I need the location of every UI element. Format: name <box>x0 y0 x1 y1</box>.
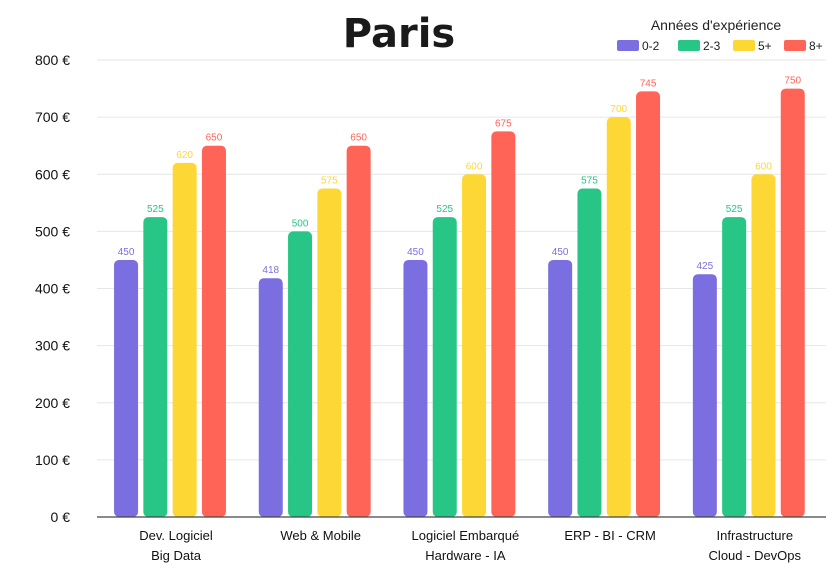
y-axis-tick-labels: 0 € 100 € 200 € 300 € 400 € 500 € 600 € 700 € 80… <box>35 52 70 525</box>
bar-8+-cat3 <box>636 91 661 517</box>
bar-5+-cat4 <box>751 174 776 517</box>
data-label: 745 <box>640 78 657 89</box>
bars <box>114 88 805 517</box>
data-label: 650 <box>350 133 367 144</box>
data-label: 525 <box>726 204 743 215</box>
x-tick-label: Cloud - DevOps <box>709 548 802 563</box>
bar-2-3-cat4 <box>722 217 747 517</box>
data-label: 450 <box>407 247 424 258</box>
bar-8+-cat1 <box>346 145 371 517</box>
bar-5+-cat1 <box>317 188 342 517</box>
x-tick-label: Logiciel Embarqué <box>412 528 520 543</box>
bar-8+-cat2 <box>491 131 516 517</box>
data-label: 425 <box>697 261 714 272</box>
legend-swatch-2-3 <box>678 40 700 51</box>
legend-label: 5+ <box>758 39 772 53</box>
legend-label: 0-2 <box>642 39 660 53</box>
bar-0-2-cat4 <box>692 274 717 517</box>
x-tick-label: Dev. Logiciel <box>139 528 213 543</box>
y-tick-label: 100 € <box>35 452 70 468</box>
bar-5+-cat3 <box>606 117 631 517</box>
x-tick-label: Big Data <box>151 548 202 563</box>
legend: 0-2 2-3 5+ 8+ <box>617 39 823 53</box>
legend-title: Années d'expérience <box>651 17 782 33</box>
chart-title: Paris <box>343 11 455 57</box>
bar-8+-cat0 <box>201 145 226 517</box>
y-tick-label: 500 € <box>35 223 70 239</box>
legend-label: 2-3 <box>703 39 721 53</box>
data-label: 575 <box>581 176 598 187</box>
data-labels: 450 525 620 650 418 500 575 650 450 525 600 675 450 5… <box>118 76 802 277</box>
x-tick-label: Infrastructure <box>717 528 794 543</box>
bar-2-3-cat1 <box>288 231 313 517</box>
legend-label: 8+ <box>809 39 823 53</box>
data-label: 525 <box>147 204 164 215</box>
data-label: 418 <box>262 265 279 276</box>
data-label: 525 <box>436 204 453 215</box>
bar-0-2-cat3 <box>548 259 573 517</box>
data-label: 650 <box>206 133 223 144</box>
data-label: 600 <box>466 161 483 172</box>
x-tick-label: Hardware - IA <box>425 548 506 563</box>
y-tick-label: 300 € <box>35 338 70 354</box>
bar-5+-cat2 <box>462 174 487 517</box>
bar-2-3-cat2 <box>432 217 457 517</box>
bar-0-2-cat1 <box>258 278 283 517</box>
y-tick-label: 0 € <box>51 509 71 525</box>
y-tick-label: 200 € <box>35 395 70 411</box>
y-tick-label: 400 € <box>35 281 70 297</box>
x-tick-label: ERP - BI - CRM <box>564 528 656 543</box>
x-tick-label: Web & Mobile <box>280 528 361 543</box>
x-axis-tick-labels: Dev. Logiciel Big Data Web & Mobile Logicie… <box>139 528 801 563</box>
data-label: 675 <box>495 118 512 129</box>
data-label: 700 <box>610 104 627 115</box>
bar-0-2-cat0 <box>114 259 139 517</box>
legend-swatch-0-2 <box>617 40 639 51</box>
bar-2-3-cat0 <box>143 217 168 517</box>
data-label: 620 <box>176 150 193 161</box>
legend-swatch-5+ <box>733 40 755 51</box>
data-label: 450 <box>552 247 569 258</box>
bar-8+-cat4 <box>780 88 805 517</box>
bar-5+-cat0 <box>172 162 197 517</box>
y-tick-label: 800 € <box>35 52 70 68</box>
y-tick-label: 700 € <box>35 109 70 125</box>
data-label: 450 <box>118 247 135 258</box>
data-label: 575 <box>321 176 338 187</box>
y-tick-label: 600 € <box>35 166 70 182</box>
data-label: 600 <box>755 161 772 172</box>
bar-2-3-cat3 <box>577 188 602 517</box>
data-label: 750 <box>784 76 801 87</box>
legend-swatch-8+ <box>784 40 806 51</box>
data-label: 500 <box>292 218 309 229</box>
bar-0-2-cat2 <box>403 259 428 517</box>
